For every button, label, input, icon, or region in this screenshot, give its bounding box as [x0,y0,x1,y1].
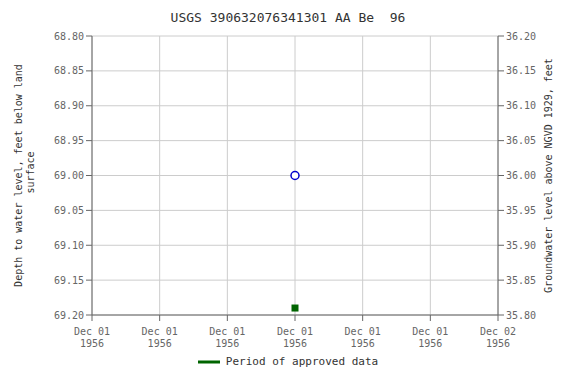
svg-text:69.05: 69.05 [54,205,84,216]
svg-text:Depth to water level, feet bel: Depth to water level, feet below land su… [13,64,36,287]
html-text:Period of approved data: Period of approved data [225,355,379,368]
svg-text:Dec 011956: Dec 011956 [142,326,178,349]
svg-text:68.85: 68.85 [54,65,84,76]
svg-text:35.90: 35.90 [506,240,536,251]
svg-text:68.90: 68.90 [54,100,84,111]
svg-text:69.15: 69.15 [54,275,84,286]
svg-text:36.15: 36.15 [506,65,536,76]
svg-text:36.00: 36.00 [506,170,536,181]
svg-text:35.80: 35.80 [506,310,536,321]
svg-text:Dec 011956: Dec 011956 [412,326,448,349]
svg-text:Dec 011956: Dec 011956 [345,326,381,349]
svg-text:Dec 011956: Dec 011956 [209,326,245,349]
svg-text:36.05: 36.05 [506,135,536,146]
svg-text:Dec 021956: Dec 021956 [480,326,516,349]
svg-text:Groundwater level above NGVD 1: Groundwater level above NGVD 1929, feet [543,58,554,293]
svg-text:36.20: 36.20 [506,31,536,42]
html-text:USGS 390632076341301 AA Be 96: USGS 390632076341301 AA Be 96 [170,10,406,25]
svg-text:35.85: 35.85 [506,275,536,286]
svg-text:69.00: 69.00 [54,170,84,181]
svg-text:Dec 011956: Dec 011956 [277,326,313,349]
svg-text:Dec 011956: Dec 011956 [74,326,110,349]
svg-text:68.95: 68.95 [54,135,84,146]
svg-text:68.80: 68.80 [54,31,84,42]
svg-text:69.10: 69.10 [54,240,84,251]
svg-text:35.95: 35.95 [506,205,536,216]
svg-text:69.20: 69.20 [54,310,84,321]
svg-text:36.10: 36.10 [506,100,536,111]
